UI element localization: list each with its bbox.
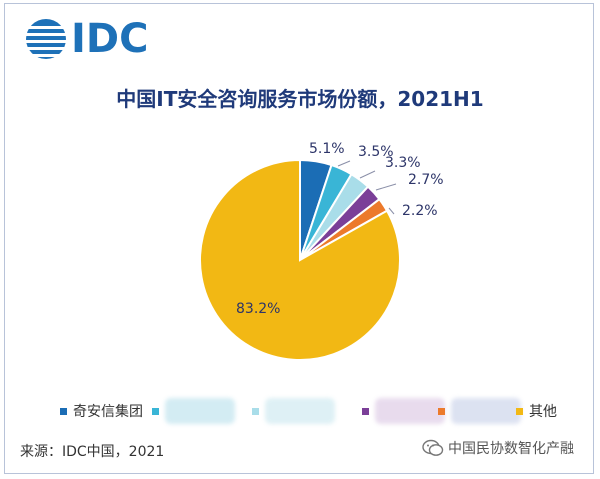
slice-label-0: 5.1% — [309, 141, 345, 157]
legend-item-0: 奇安信集团 — [60, 396, 143, 426]
watermark-text: 中国民协数智化产融 — [448, 441, 574, 457]
idc-globe-logo — [24, 19, 68, 59]
logo-text: IDC — [71, 16, 149, 62]
source-note: 来源：IDC中国，2021 — [20, 444, 165, 460]
legend-swatch-0 — [60, 407, 67, 415]
legend-item-3 — [362, 396, 445, 426]
legend-item-5: 其他 — [516, 396, 557, 426]
globe-icon — [24, 19, 68, 59]
legend-redacted-label-4 — [451, 398, 521, 424]
legend-swatch-4 — [438, 407, 445, 415]
legend-redacted-label-3 — [375, 398, 445, 424]
leader-line-1 — [337, 160, 351, 167]
legend-label-0: 奇安信集团 — [73, 404, 143, 420]
leader-line-2 — [359, 170, 376, 179]
legend-swatch-5 — [516, 407, 523, 415]
wechat-search-icon — [422, 439, 444, 456]
chart-title: 中国IT安全咨询服务市场份额，2021H1 — [116, 87, 484, 111]
pie-slice-5 — [199, 158, 401, 361]
legend-item-4 — [438, 396, 521, 426]
slice-label-1: 3.5% — [358, 144, 394, 160]
slice-label-3: 2.7% — [408, 172, 444, 188]
leader-line-4 — [388, 207, 395, 215]
legend-swatch-1 — [152, 407, 159, 415]
slice-label-4: 2.2% — [402, 203, 438, 219]
legend-label-5: 其他 — [529, 404, 557, 420]
legend-swatch-3 — [362, 407, 369, 415]
slice-label-2: 3.3% — [385, 155, 421, 171]
watermark: 中国民协数智化产融 — [422, 436, 574, 460]
leader-line-3 — [375, 183, 397, 191]
legend-swatch-2 — [252, 407, 259, 415]
legend-item-2 — [252, 396, 335, 426]
legend-redacted-label-2 — [265, 398, 335, 424]
chart-legend: 奇安信集团 其他 — [60, 396, 580, 426]
legend-item-1 — [152, 396, 235, 426]
legend-redacted-label-1 — [165, 398, 235, 424]
slice-label-5: 83.2% — [236, 301, 280, 317]
